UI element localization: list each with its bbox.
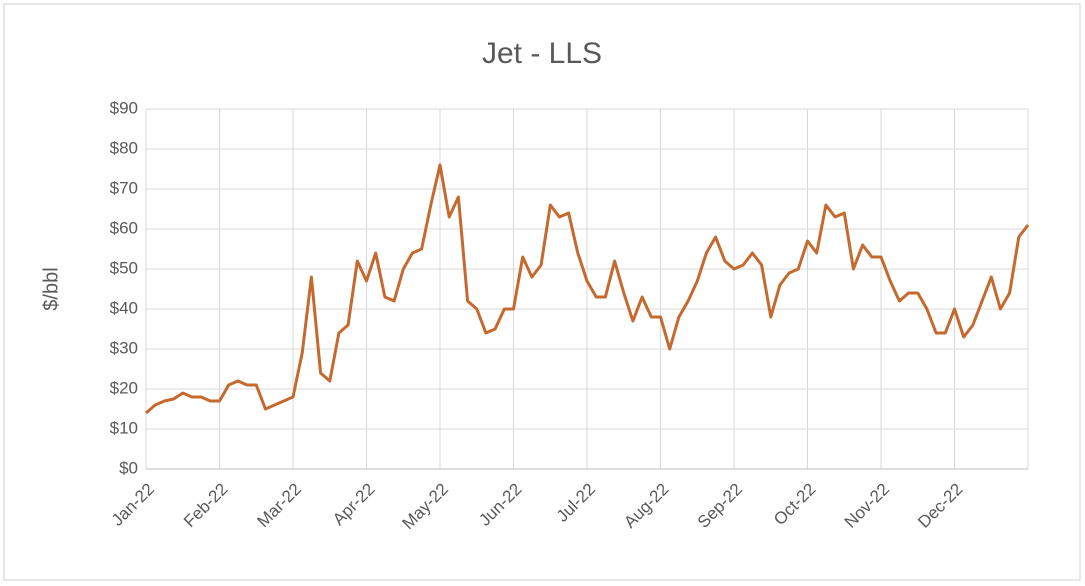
y-axis-label: $/bbl [40,267,62,310]
y-tick-label: $60 [110,218,138,237]
y-tick-label: $0 [119,458,138,477]
y-tick-label: $10 [110,418,138,437]
chart-frame [3,3,1081,581]
y-tick-label: $30 [110,338,138,357]
y-tick-label: $40 [110,298,138,317]
y-tick-label: $90 [110,98,138,117]
y-tick-label: $80 [110,138,138,157]
y-tick-label: $70 [110,178,138,197]
y-tick-label: $50 [110,258,138,277]
chart-title: Jet - LLS [482,37,602,70]
data-line [145,163,1030,415]
y-tick-label: $20 [110,378,138,397]
